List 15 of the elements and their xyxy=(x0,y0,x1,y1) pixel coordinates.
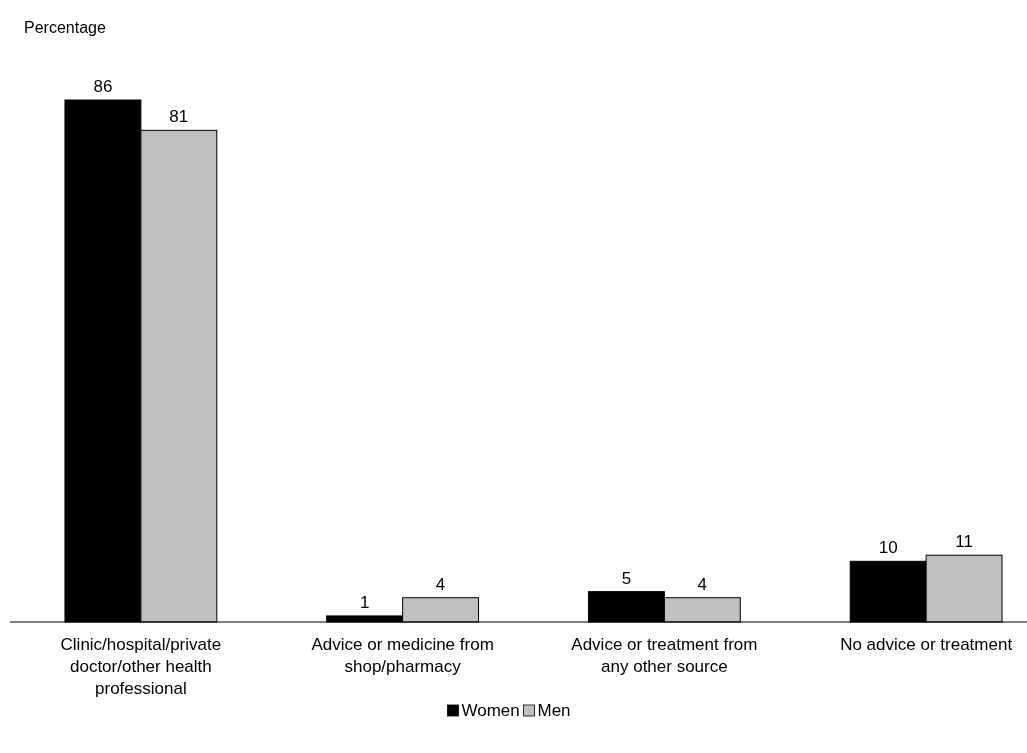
x-tick-label: No advice or treatment xyxy=(840,635,1013,654)
data-label: 11 xyxy=(955,532,973,552)
data-label: 4 xyxy=(435,574,446,594)
legend-label: Women xyxy=(461,701,520,720)
data-label: 10 xyxy=(878,538,898,558)
data-label: 1 xyxy=(359,592,370,612)
y-axis-title: Percentage xyxy=(24,19,106,36)
data-label: 81 xyxy=(169,107,189,127)
data-label: 86 xyxy=(93,77,113,96)
data-label: 4 xyxy=(697,574,708,594)
legend-label: Men xyxy=(537,701,571,720)
x-tick-label: Advice or medicine from shop/pharmacy xyxy=(311,635,494,676)
data-label: 5 xyxy=(621,568,632,588)
x-tick-label: Advice or treatment from any other source xyxy=(571,635,758,676)
x-tick-label: Clinic/hospital/private doctor/other health professional xyxy=(60,635,222,698)
